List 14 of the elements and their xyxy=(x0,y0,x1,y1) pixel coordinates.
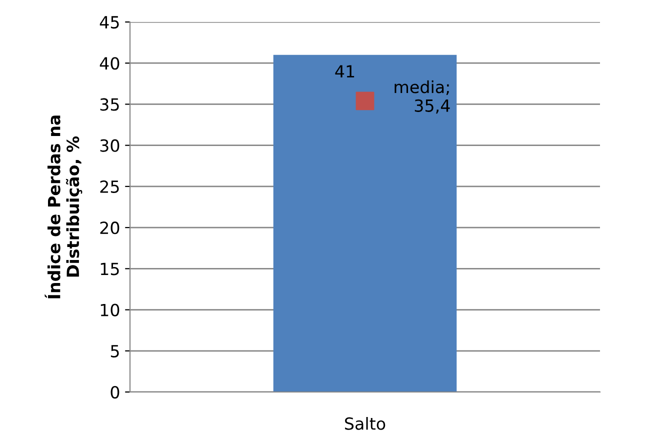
y-tick-label: 45 xyxy=(100,16,119,29)
y-tick-label: 10 xyxy=(100,304,120,316)
y-tick-label: 20 xyxy=(100,222,120,234)
y-tick-label: 40 xyxy=(100,57,120,70)
y-tick-label: 25 xyxy=(100,180,119,194)
y-axis-title: Índice de Perdas na Distribuição, % xyxy=(44,116,82,298)
data-label: media; 35,4 xyxy=(394,80,450,114)
y-tick-label: 35 xyxy=(100,98,119,111)
y-tick-label: 0 xyxy=(110,386,120,399)
y-tick-label: 5 xyxy=(110,345,119,358)
y-tick-label: 30 xyxy=(100,139,120,152)
y-tick-label: 15 xyxy=(100,262,119,276)
x-tick-label: Salto xyxy=(345,417,386,430)
data-label: 41 xyxy=(335,65,354,78)
